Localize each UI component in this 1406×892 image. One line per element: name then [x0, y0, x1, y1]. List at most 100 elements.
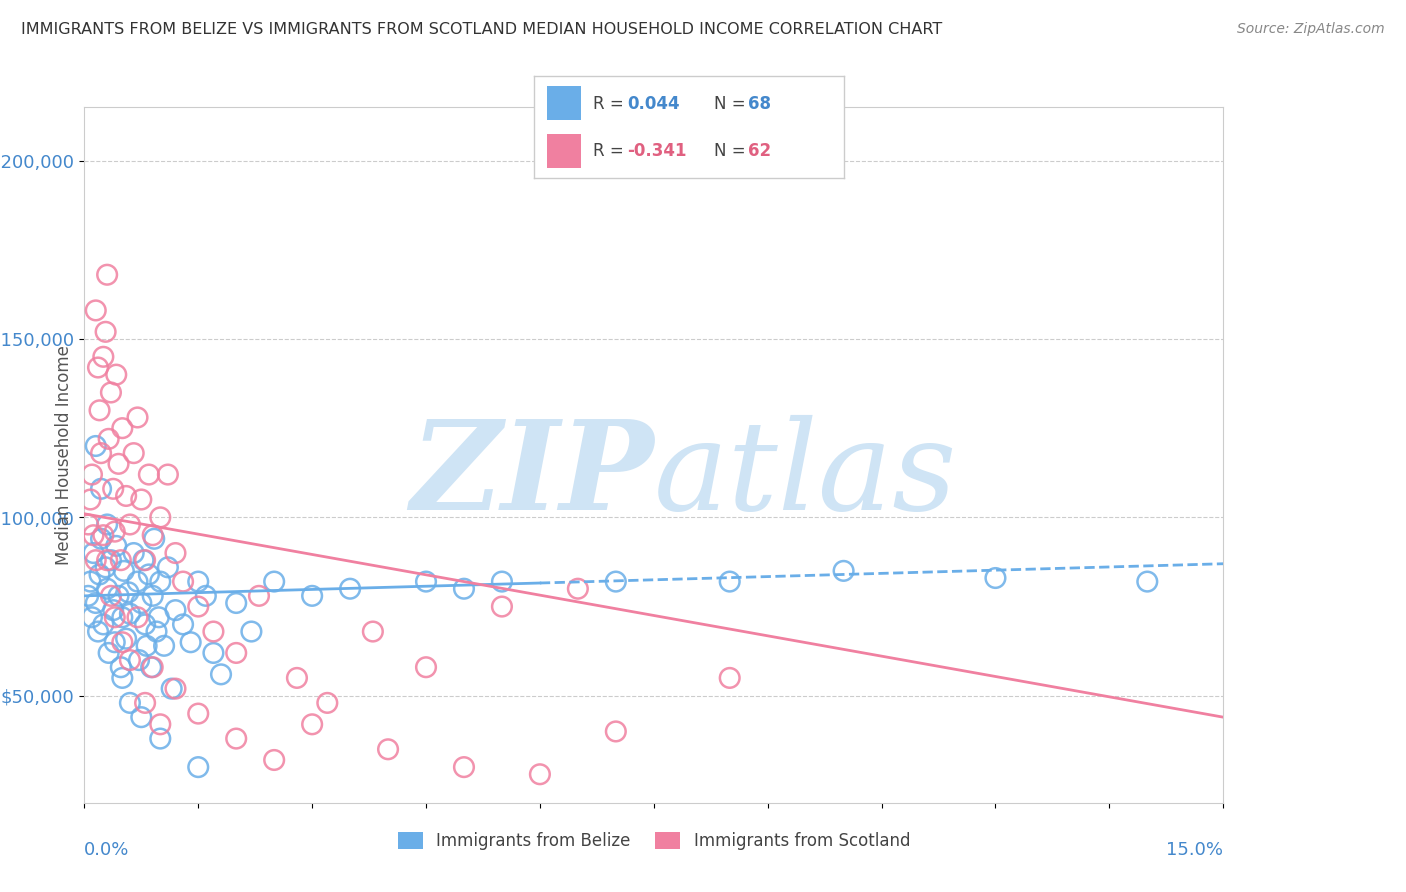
Point	[103, 603, 125, 617]
Point	[97, 432, 120, 446]
Point	[82, 546, 104, 560]
Point	[605, 724, 627, 739]
Point	[339, 582, 361, 596]
Point	[100, 589, 122, 603]
Point	[301, 717, 323, 731]
Point	[94, 560, 117, 574]
Point	[202, 624, 225, 639]
Point	[567, 582, 589, 596]
Point	[172, 574, 194, 589]
Point	[80, 610, 103, 624]
Point	[97, 646, 120, 660]
Text: atlas: atlas	[654, 415, 957, 537]
Point	[107, 457, 129, 471]
Point	[84, 596, 107, 610]
Point	[145, 624, 167, 639]
Text: 0.0%: 0.0%	[84, 841, 129, 859]
Point	[718, 671, 741, 685]
Point	[77, 589, 100, 603]
Legend: Immigrants from Belize, Immigrants from Scotland: Immigrants from Belize, Immigrants from …	[391, 826, 917, 857]
Text: N =: N =	[714, 142, 751, 160]
Point	[165, 603, 187, 617]
Point	[87, 624, 110, 639]
Point	[134, 553, 156, 567]
Point	[240, 624, 263, 639]
Point	[118, 653, 141, 667]
Point	[100, 553, 122, 567]
Point	[104, 635, 127, 649]
Point	[89, 403, 111, 417]
Text: 68: 68	[748, 95, 770, 112]
Point	[225, 596, 247, 610]
Point	[104, 610, 127, 624]
Point	[94, 325, 117, 339]
Point	[118, 517, 141, 532]
Text: 15.0%: 15.0%	[1166, 841, 1223, 859]
Text: N =: N =	[714, 95, 751, 112]
Point	[77, 517, 100, 532]
Point	[90, 446, 112, 460]
Point	[105, 368, 128, 382]
Text: IMMIGRANTS FROM BELIZE VS IMMIGRANTS FROM SCOTLAND MEDIAN HOUSEHOLD INCOME CORRE: IMMIGRANTS FROM BELIZE VS IMMIGRANTS FRO…	[21, 22, 942, 37]
Point	[453, 582, 475, 596]
Point	[316, 696, 339, 710]
Point	[96, 582, 118, 596]
Point	[87, 360, 110, 375]
Point	[138, 467, 160, 482]
Point	[187, 706, 209, 721]
Point	[122, 546, 145, 560]
Point	[134, 696, 156, 710]
Point	[149, 731, 172, 746]
Point	[225, 731, 247, 746]
Point	[149, 574, 172, 589]
Point	[115, 632, 138, 646]
Point	[832, 564, 855, 578]
Point	[90, 532, 112, 546]
Point	[153, 639, 176, 653]
Point	[984, 571, 1007, 585]
Point	[156, 467, 179, 482]
Point	[118, 607, 141, 621]
Point	[84, 439, 107, 453]
Point	[89, 567, 111, 582]
Text: Source: ZipAtlas.com: Source: ZipAtlas.com	[1237, 22, 1385, 37]
Point	[132, 553, 155, 567]
Point	[194, 589, 217, 603]
Point	[377, 742, 399, 756]
Point	[453, 760, 475, 774]
Point	[103, 482, 125, 496]
Point	[84, 553, 107, 567]
Point	[90, 482, 112, 496]
Point	[149, 717, 172, 731]
Point	[79, 492, 101, 507]
Point	[122, 446, 145, 460]
Point	[143, 532, 166, 546]
Point	[115, 489, 138, 503]
Text: 0.044: 0.044	[627, 95, 679, 112]
Point	[156, 560, 179, 574]
Text: 62: 62	[748, 142, 770, 160]
Point	[134, 617, 156, 632]
Point	[187, 599, 209, 614]
Point	[148, 610, 170, 624]
Point	[112, 564, 135, 578]
Point	[142, 660, 165, 674]
Point	[84, 303, 107, 318]
Point	[415, 660, 437, 674]
Point	[718, 574, 741, 589]
Point	[141, 660, 163, 674]
Point	[127, 574, 149, 589]
Point	[605, 574, 627, 589]
Text: ZIP: ZIP	[411, 415, 654, 537]
Point	[142, 589, 165, 603]
Text: R =: R =	[593, 142, 628, 160]
Point	[361, 624, 384, 639]
Point	[187, 574, 209, 589]
Point	[172, 617, 194, 632]
Point	[209, 667, 232, 681]
Point	[127, 610, 149, 624]
Point	[93, 528, 115, 542]
Point	[128, 653, 150, 667]
Point	[415, 574, 437, 589]
Point	[138, 567, 160, 582]
